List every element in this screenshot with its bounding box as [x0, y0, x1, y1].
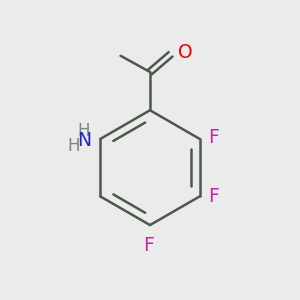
Text: O: O [178, 43, 193, 62]
Text: F: F [208, 187, 219, 206]
Text: H: H [78, 122, 90, 140]
Text: H: H [67, 137, 80, 155]
Text: F: F [208, 128, 219, 147]
Text: N: N [77, 131, 91, 150]
Text: F: F [143, 236, 154, 255]
